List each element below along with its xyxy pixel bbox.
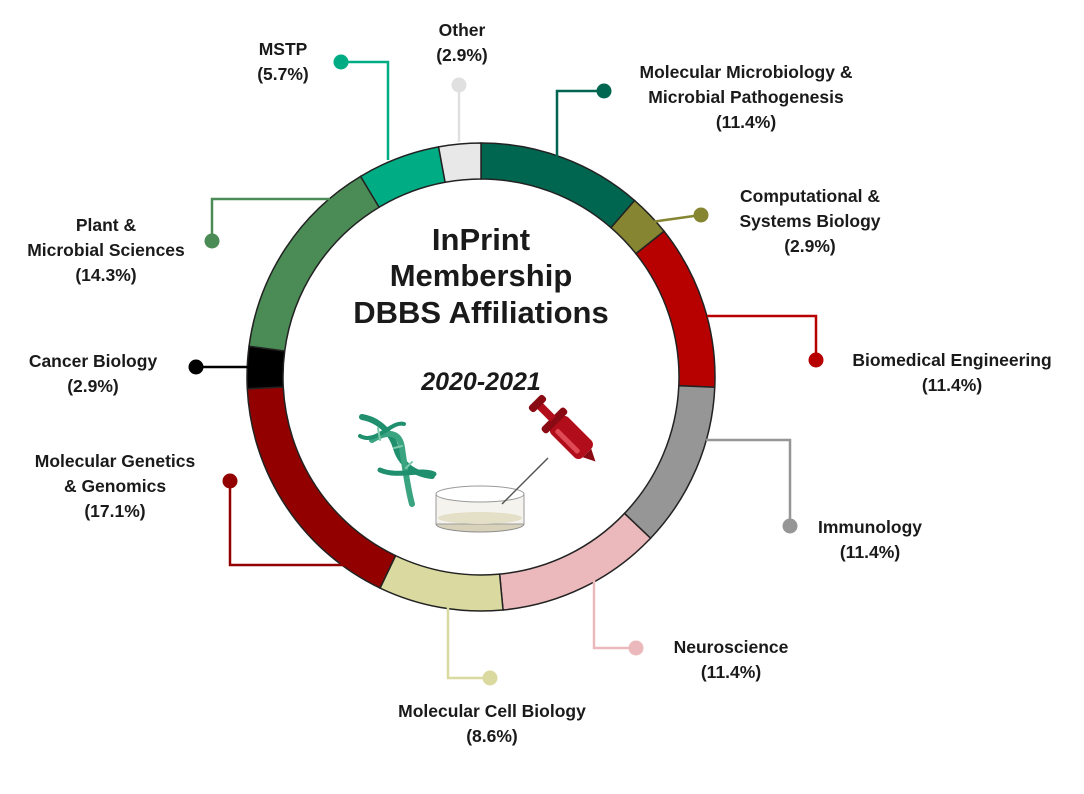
slice-name-label: Computational & <box>740 186 880 206</box>
leader-dot <box>693 207 709 223</box>
slice-name-label: Molecular Genetics <box>35 451 196 471</box>
leader-dot <box>482 670 498 686</box>
leader-dot <box>808 352 824 368</box>
slice-labels: Molecular Microbiology & Microbial Pathog… <box>27 20 1051 746</box>
slice-percent-label: (14.3%) <box>75 265 136 285</box>
center-title-line-1: InPrint <box>432 222 530 257</box>
petri-dish-icon <box>435 485 525 533</box>
slice-name-label: MSTP <box>259 39 308 59</box>
dna-helix-icon <box>358 414 437 507</box>
leader-dot <box>596 83 612 99</box>
leader-line <box>650 213 702 224</box>
slice-percent-label: (11.4%) <box>716 112 776 132</box>
slice-percent-label: (8.6%) <box>466 726 518 746</box>
donut-slice <box>379 554 504 612</box>
leader-dot <box>333 54 349 70</box>
slice-name-label: Molecular Cell Biology <box>398 701 586 721</box>
leader-lines <box>188 54 824 686</box>
slice-percent-label: (2.9%) <box>784 236 836 256</box>
slice-percent-label: (5.7%) <box>257 64 309 84</box>
center-subtitle: 2020-2021 <box>420 368 541 396</box>
leader-line <box>228 481 349 567</box>
leader-dot <box>188 359 204 375</box>
slice-percent-label: (11.4%) <box>840 542 900 562</box>
slice-name-label: Biomedical Engineering <box>852 350 1051 370</box>
slice-name-label: Other <box>439 20 486 40</box>
slice-name-label: & Genomics <box>64 476 166 496</box>
leader-line <box>341 60 390 160</box>
leader-dot <box>222 473 238 489</box>
slice-percent-label: (17.1%) <box>84 501 145 521</box>
slice-percent-label: (11.4%) <box>701 662 761 682</box>
slice-name-label: Microbial Pathogenesis <box>648 87 844 107</box>
leader-line <box>446 606 490 680</box>
leader-dot <box>782 518 798 534</box>
donut-slice <box>498 512 652 611</box>
center-title-line-3: DBBS Affiliations <box>353 295 608 330</box>
slice-percent-label: (2.9%) <box>436 45 488 65</box>
slice-percent-label: (2.9%) <box>67 376 119 396</box>
center-title: InPrint Membership DBBS Affiliations 202… <box>353 222 608 396</box>
leader-dot <box>204 233 220 249</box>
leader-line <box>592 576 636 650</box>
donut-ring <box>246 142 716 612</box>
donut-slice <box>359 146 446 209</box>
syringe-icon <box>501 394 596 505</box>
donut-slice <box>246 345 286 390</box>
slice-name-label: Cancer Biology <box>29 351 158 371</box>
slice-name-label: Systems Biology <box>739 211 880 231</box>
leader-dot <box>451 77 467 93</box>
leader-line <box>707 314 818 360</box>
center-title-line-2: Membership <box>390 258 573 293</box>
leader-dot <box>628 640 644 656</box>
donut-slice <box>634 230 716 389</box>
leader-line <box>555 89 604 158</box>
donut-slice <box>623 384 716 540</box>
slice-name-label: Immunology <box>818 517 922 537</box>
slice-name-label: Neuroscience <box>674 637 789 657</box>
slice-name-label: Molecular Microbiology & <box>640 62 853 82</box>
slice-name-label: Plant & <box>76 215 137 235</box>
slice-percent-label: (11.4%) <box>922 375 982 395</box>
slice-name-label: Microbial Sciences <box>27 240 185 260</box>
leader-line <box>210 197 330 241</box>
donut-slice <box>437 142 482 184</box>
donut-slice <box>246 386 397 590</box>
leader-line <box>706 438 792 526</box>
